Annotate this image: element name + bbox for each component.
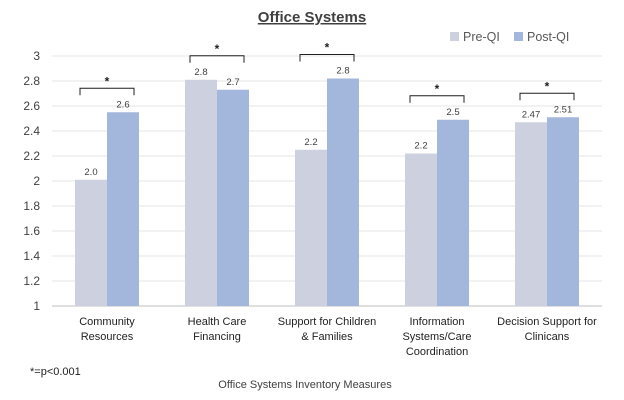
data-label: 2.51 (554, 104, 573, 115)
significance-star: * (105, 74, 110, 88)
data-label: 2.47 (522, 109, 541, 120)
data-label: 2.2 (304, 137, 317, 148)
x-category-label: Decision Support for (497, 316, 597, 328)
y-tick-label: 1.6 (23, 224, 40, 238)
x-category-label: Health Care (188, 316, 247, 328)
bar-pre-qi (295, 149, 327, 306)
x-category-label: Community (79, 316, 135, 328)
bar-post-qi (217, 89, 249, 306)
data-label: 2.6 (116, 99, 129, 110)
x-category-label: Financing (193, 331, 241, 343)
y-tick-label: 1.8 (23, 199, 40, 213)
significance-bracket (409, 95, 465, 103)
significance-bracket (299, 54, 355, 62)
legend-label: Post-QI (527, 30, 569, 44)
x-category-label: Systems/Care (402, 331, 471, 343)
y-tick-label: 2.4 (23, 124, 40, 138)
significance-star: * (325, 41, 330, 55)
x-axis-title: Office Systems Inventory Measures (218, 379, 392, 391)
data-labels: 2.0 2.6 2.8 2.7 2.2 2.8 2.2 2.5 2.47 2.51 (84, 66, 572, 178)
significance-brackets: * * * * * (79, 41, 575, 103)
legend-swatch-post-qi (514, 32, 523, 41)
bar-pre-qi (515, 122, 547, 306)
x-category-label: Support for Children (278, 316, 376, 328)
significance-star: * (215, 42, 220, 56)
legend: Pre-QI Post-QI (450, 30, 569, 44)
data-label: 2.8 (194, 67, 207, 78)
y-axis: 1 1.2 1.4 1.6 1.8 2 2.2 2.4 2.6 2.8 3 (23, 49, 40, 313)
bars (75, 78, 579, 306)
bar-pre-qi (405, 153, 437, 306)
bar-pre-qi (185, 79, 217, 306)
x-category-label: Information (409, 316, 464, 328)
x-category-label: Coordination (406, 346, 468, 358)
legend-swatch-pre-qi (450, 32, 459, 41)
significance-star: * (545, 79, 550, 93)
y-tick-label: 1.2 (23, 274, 40, 288)
significance-bracket (189, 55, 245, 63)
y-tick-label: 2.8 (23, 74, 40, 88)
data-label: 2.0 (84, 167, 97, 178)
x-category-label: Clinicans (525, 331, 570, 343)
data-label: 2.5 (446, 107, 459, 118)
y-tick-label: 1 (33, 299, 40, 313)
x-category-label: & Families (301, 331, 353, 343)
significance-footnote: *=p<0.001 (30, 366, 81, 378)
bar-post-qi (327, 78, 359, 306)
x-category-label: Resources (81, 331, 134, 343)
significance-star: * (435, 82, 440, 96)
y-tick-label: 1.4 (23, 249, 40, 263)
bar-post-qi (107, 112, 139, 306)
data-label: 2.7 (226, 77, 239, 88)
data-label: 2.8 (336, 66, 349, 77)
data-label: 2.2 (414, 141, 427, 152)
significance-bracket (79, 87, 135, 96)
y-tick-label: 2 (33, 174, 40, 188)
bar-post-qi (437, 119, 469, 306)
y-tick-label: 2.6 (23, 99, 40, 113)
significance-bracket (519, 92, 575, 101)
bar-post-qi (547, 117, 579, 306)
x-axis: Community Resources Health Care Financing Su… (79, 316, 597, 358)
bar-pre-qi (75, 179, 107, 306)
legend-label: Pre-QI (463, 30, 500, 44)
chart-title: Office Systems (258, 9, 366, 26)
y-tick-label: 3 (33, 49, 40, 63)
y-tick-label: 2.2 (23, 149, 40, 163)
